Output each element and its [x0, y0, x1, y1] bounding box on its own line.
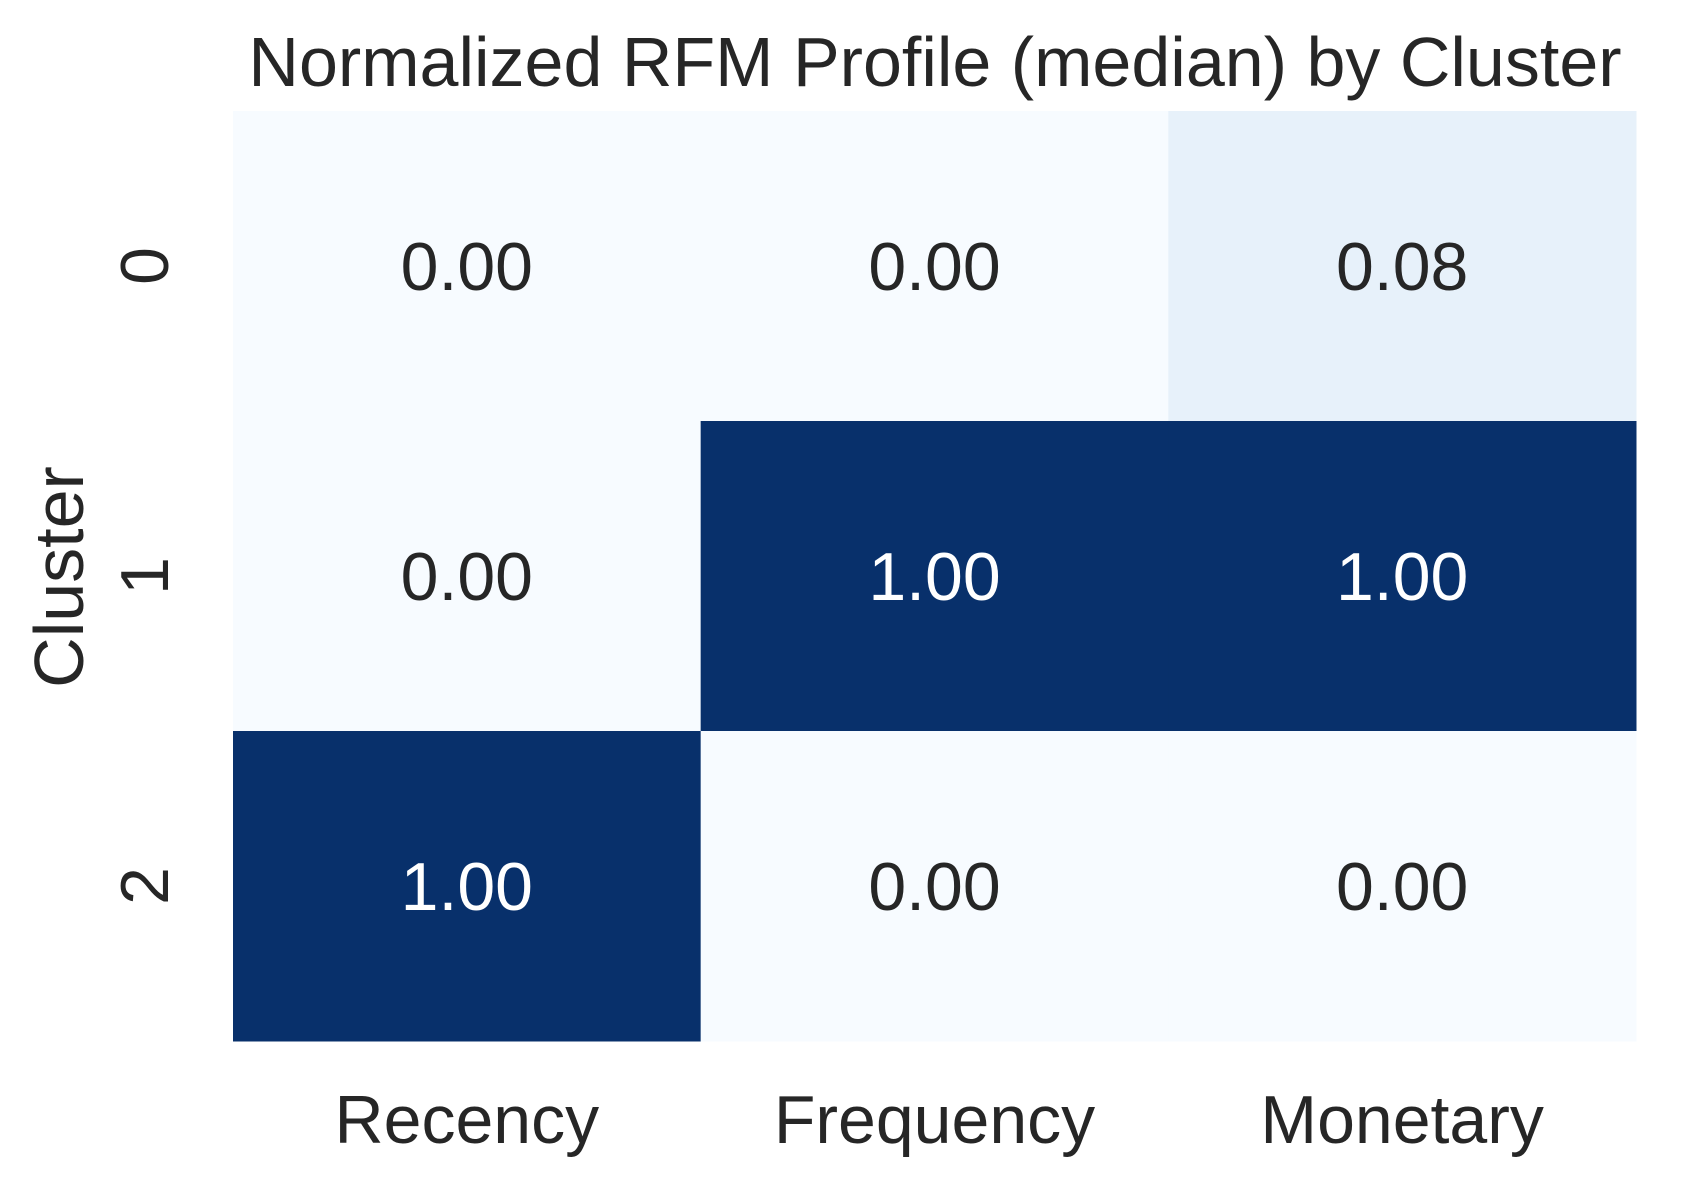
heatmap-cell-r1-recency: [233, 421, 702, 732]
heatmap-cell-r2-recency: [233, 731, 702, 1042]
cell-value-label: 0.00: [1336, 849, 1468, 925]
heatmap-cell-r2-frequency: [700, 731, 1169, 1042]
heatmap-cell-r0-recency: [233, 111, 702, 422]
y-tick-label-0: 0: [107, 247, 183, 285]
cell-value-label: 1.00: [868, 539, 1000, 615]
x-tick-label-frequency: Frequency: [774, 1082, 1095, 1158]
cell-value-label: 0.00: [868, 849, 1000, 925]
heatmap-cells: [233, 111, 1637, 1042]
heatmap-cell-r1-frequency: [700, 421, 1169, 732]
heatmap-cell-r0-monetary: [1168, 111, 1637, 422]
cell-value-label: 0.00: [401, 229, 533, 305]
heatmap-cell-r1-monetary: [1168, 421, 1637, 732]
x-axis-tick-labels: Recency Frequency Monetary: [335, 1082, 1544, 1158]
x-tick-label-recency: Recency: [335, 1082, 600, 1158]
cell-value-label: 0.08: [1336, 229, 1468, 305]
y-tick-label-2: 2: [107, 867, 183, 905]
y-tick-label-1: 1: [107, 557, 183, 595]
cell-value-label: 0.00: [868, 229, 1000, 305]
chart-title: Normalized RFM Profile (median) by Clust…: [248, 23, 1621, 101]
cell-value-label: 0.00: [401, 539, 533, 615]
heatmap-cell-r2-monetary: [1168, 731, 1637, 1042]
y-axis-tick-labels: 0 1 2: [107, 247, 183, 905]
heatmap-value-labels: 0.00 0.00 0.08 0.00 1.00 1.00 1.00 0.00 0.00: [401, 229, 1469, 925]
cell-value-label: 1.00: [1336, 539, 1468, 615]
cell-value-label: 1.00: [401, 849, 533, 925]
heatmap-cell-r0-frequency: [700, 111, 1169, 422]
x-tick-label-monetary: Monetary: [1260, 1082, 1543, 1158]
y-axis-label: Cluster: [20, 466, 98, 688]
